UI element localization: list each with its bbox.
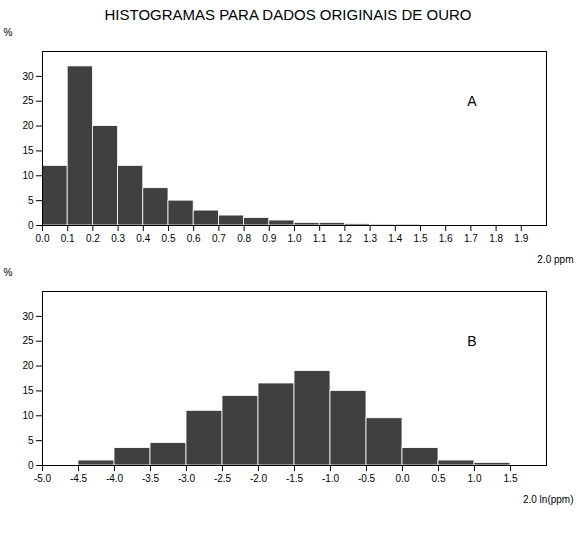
svg-text:25: 25 [22, 95, 34, 106]
svg-text:2.0 ln(ppm): 2.0 ln(ppm) [523, 494, 574, 505]
html-text:HISTOGRAMAS PARA DADOS ORIGINA: HISTOGRAMAS PARA DADOS ORIGINAIS DE OURO [104, 6, 472, 23]
svg-text:0.0: 0.0 [36, 233, 50, 244]
svg-text:1.6: 1.6 [439, 233, 453, 244]
svg-text:0.7: 0.7 [212, 233, 226, 244]
svg-text:1.8: 1.8 [489, 233, 503, 244]
svg-text:-3.5: -3.5 [142, 473, 160, 484]
svg-text:0.5: 0.5 [432, 473, 446, 484]
svg-text:A: A [467, 93, 477, 109]
svg-text:-3.0: -3.0 [178, 473, 196, 484]
svg-text:25: 25 [22, 335, 34, 346]
svg-text:15: 15 [22, 145, 34, 156]
svg-text:-1.0: -1.0 [322, 473, 340, 484]
svg-text:-2.5: -2.5 [214, 473, 232, 484]
svg-text:1.0: 1.0 [468, 473, 482, 484]
svg-text:%: % [4, 27, 13, 38]
svg-text:0.0: 0.0 [396, 473, 410, 484]
svg-text:-4.0: -4.0 [106, 473, 124, 484]
svg-text:5: 5 [28, 195, 34, 206]
svg-text:-1.5: -1.5 [286, 473, 304, 484]
svg-text:20: 20 [22, 120, 34, 131]
svg-text:0.1: 0.1 [61, 233, 75, 244]
svg-text:0.3: 0.3 [111, 233, 125, 244]
svg-text:1.5: 1.5 [414, 233, 428, 244]
svg-text:1.9: 1.9 [514, 233, 528, 244]
svg-text:0.6: 0.6 [187, 233, 201, 244]
svg-text:0.2: 0.2 [86, 233, 100, 244]
svg-text:10: 10 [22, 170, 34, 181]
svg-text:2.0 ppm: 2.0 ppm [537, 254, 573, 265]
svg-text:0.5: 0.5 [162, 233, 176, 244]
svg-text:-0.5: -0.5 [358, 473, 376, 484]
svg-text:1.0: 1.0 [288, 233, 302, 244]
svg-text:30: 30 [22, 71, 34, 82]
svg-text:%: % [4, 267, 13, 278]
svg-text:30: 30 [22, 311, 34, 322]
svg-text:0: 0 [28, 460, 34, 471]
svg-text:20: 20 [22, 360, 34, 371]
svg-text:1.7: 1.7 [464, 233, 478, 244]
svg-text:-5.0: -5.0 [34, 473, 52, 484]
svg-text:10: 10 [22, 410, 34, 421]
svg-text:-4.5: -4.5 [70, 473, 88, 484]
svg-text:0: 0 [28, 220, 34, 231]
svg-text:1.5: 1.5 [504, 473, 518, 484]
svg-text:0.4: 0.4 [136, 233, 150, 244]
svg-text:1.1: 1.1 [313, 233, 327, 244]
svg-text:15: 15 [22, 385, 34, 396]
svg-text:1.4: 1.4 [388, 233, 402, 244]
svg-text:5: 5 [28, 435, 34, 446]
svg-text:1.2: 1.2 [338, 233, 352, 244]
svg-text:-2.0: -2.0 [250, 473, 268, 484]
svg-text:0.8: 0.8 [237, 233, 251, 244]
svg-text:B: B [467, 333, 476, 349]
svg-text:0.9: 0.9 [262, 233, 276, 244]
svg-text:1.3: 1.3 [363, 233, 377, 244]
